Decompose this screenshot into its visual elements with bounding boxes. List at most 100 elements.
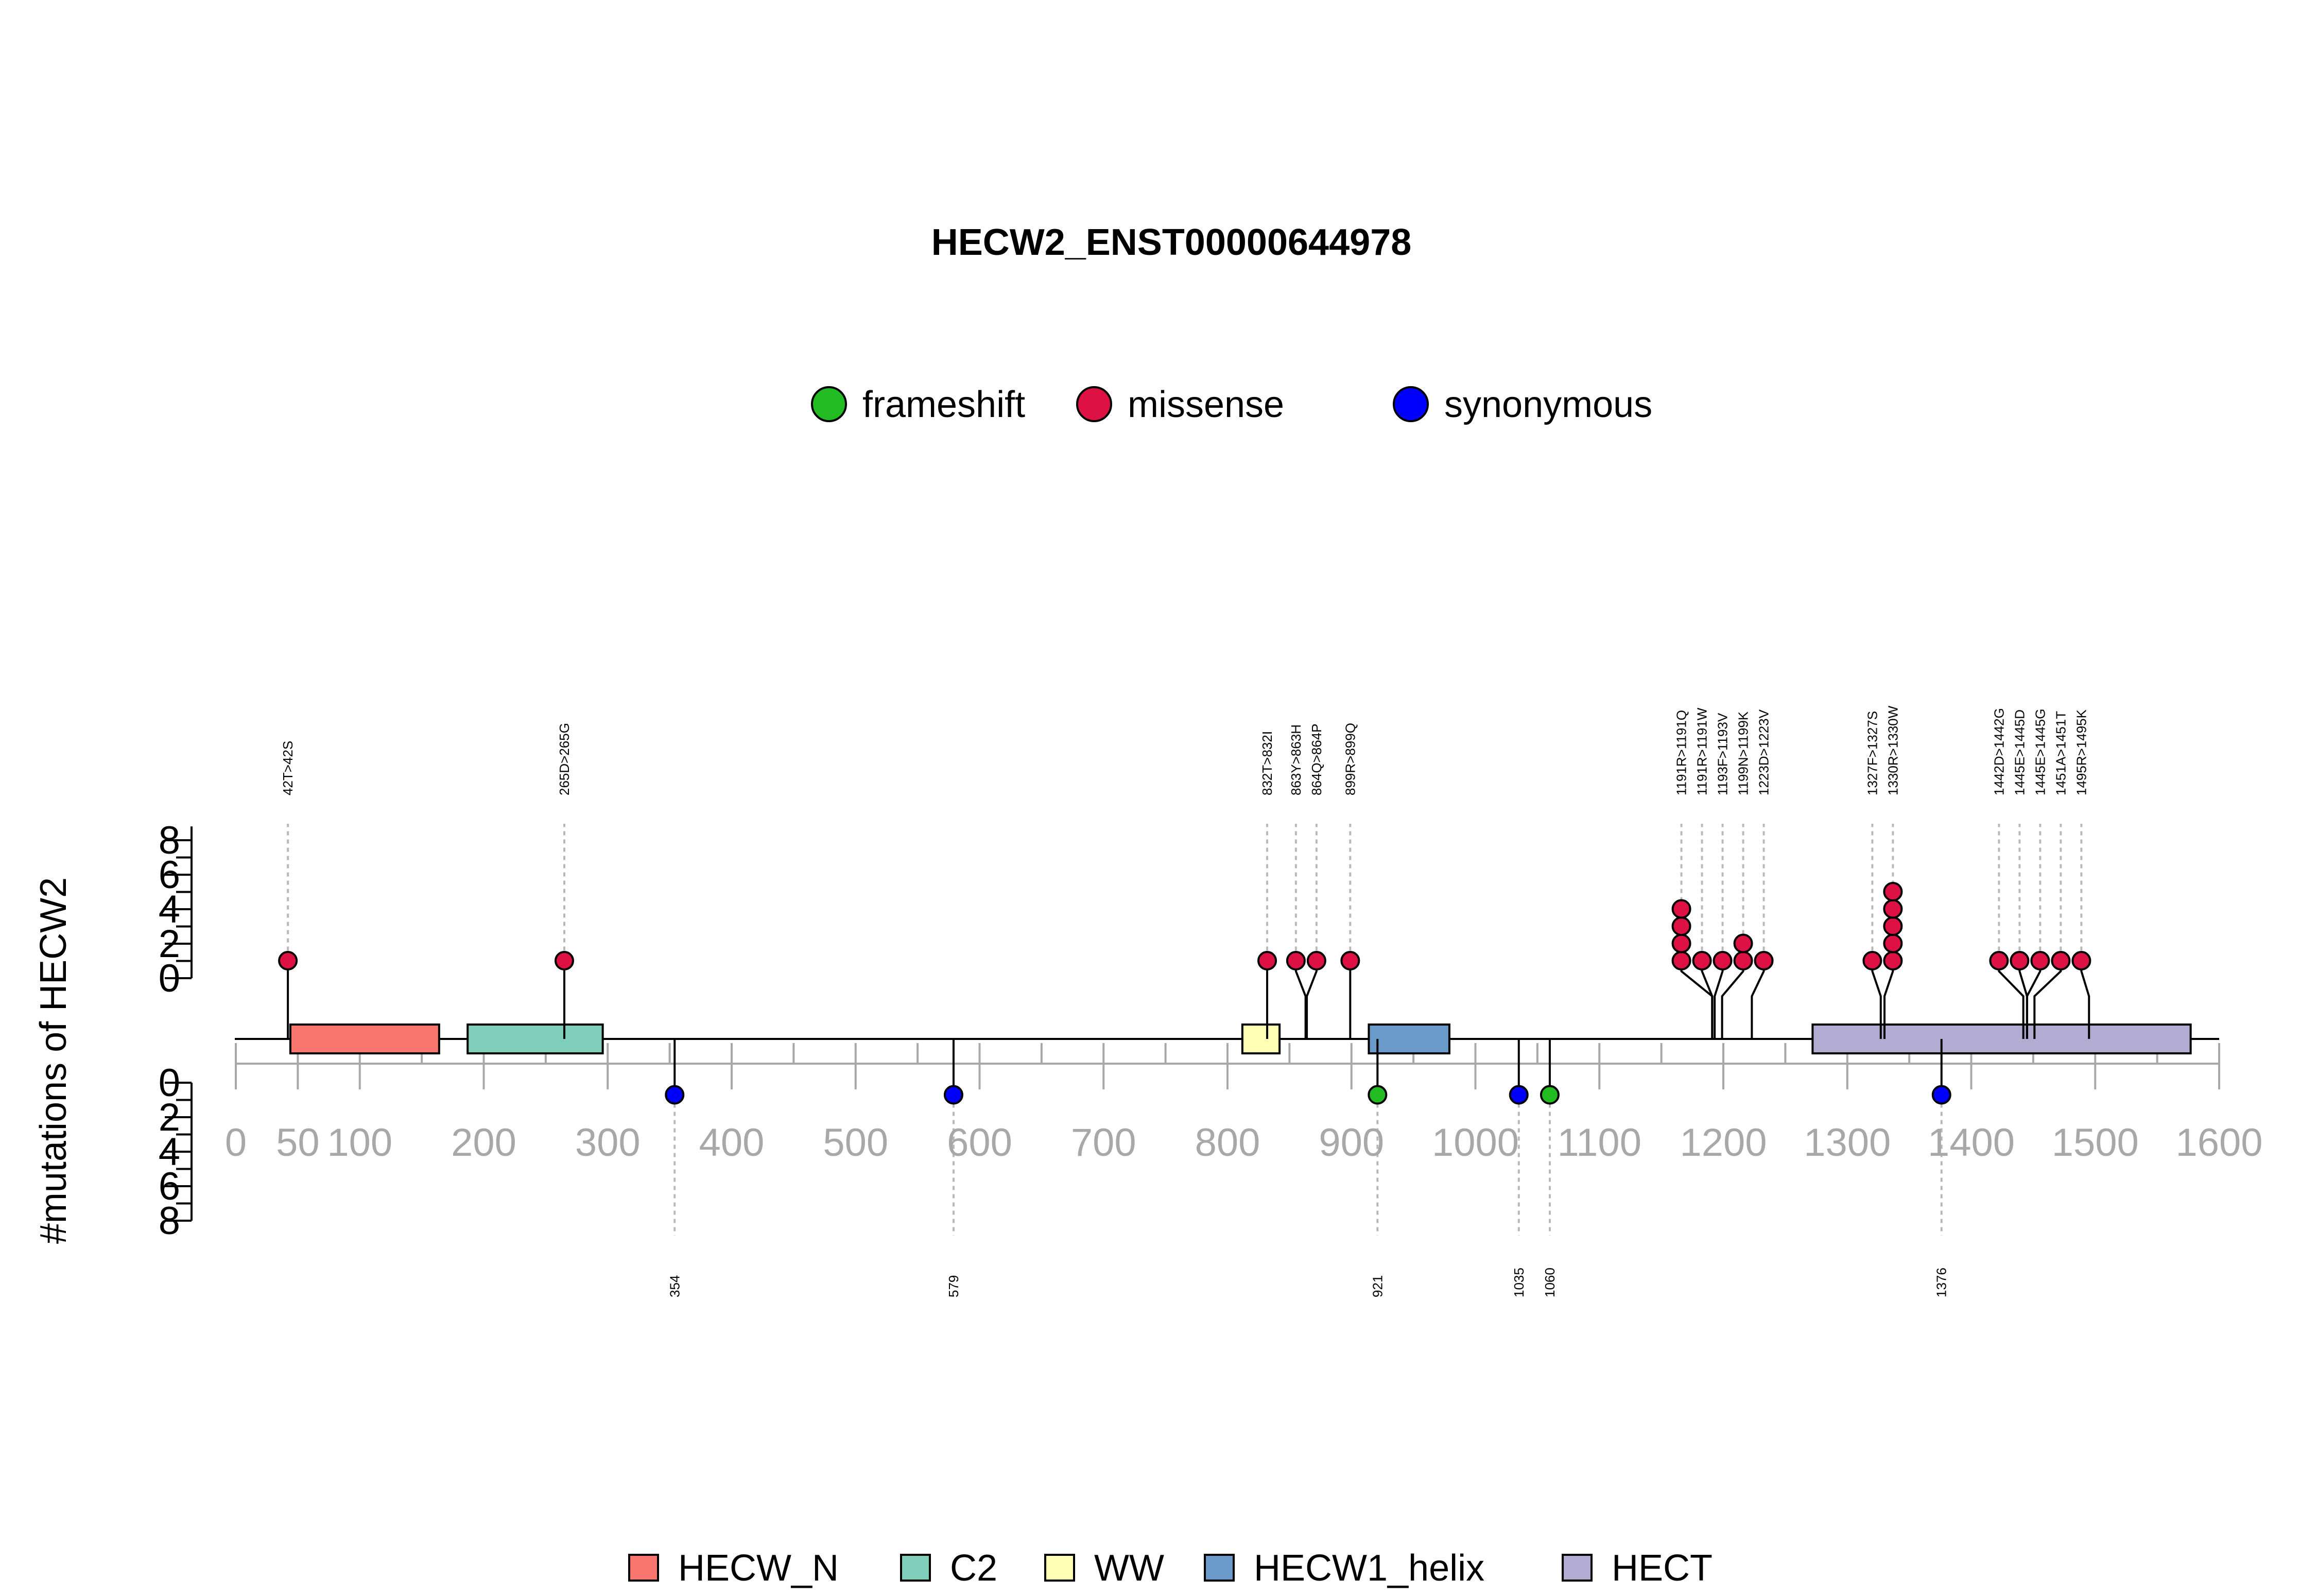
lollipop-head-missense xyxy=(2030,951,2050,970)
mutation-label: 1445E>1445G xyxy=(2032,709,2048,795)
y-upper-tick-label: 8 xyxy=(159,819,180,862)
domain-HECW_N xyxy=(289,1023,440,1054)
mutation-label: 1191R>1191W xyxy=(1694,707,1710,795)
mutation-labels: 42T>42S 265D>265G 832T>832I 863Y>863H 864Q>8… xyxy=(280,705,2089,1297)
position-label: 579 xyxy=(946,1275,961,1297)
domain-C2 xyxy=(466,1023,604,1054)
y-upper-tick-label: 0 xyxy=(159,957,180,1000)
lollipop-stem xyxy=(1306,961,1318,1039)
y-lower-tick-label: 2 xyxy=(159,1096,180,1139)
lollipop-head-missense xyxy=(1989,951,2009,970)
y-lower-tick-label: 6 xyxy=(159,1165,180,1208)
lollipop-head-missense xyxy=(1883,882,1903,901)
lollipop-head-missense xyxy=(1733,933,1753,953)
lollipop-head-missense xyxy=(1671,899,1691,919)
domain-legend-label-C2: C2 xyxy=(950,1548,997,1589)
lollipop-stem xyxy=(1701,961,1714,1039)
lollipop-head-missense xyxy=(1733,951,1753,970)
y-lower-tick-label: 4 xyxy=(159,1130,180,1174)
mutation-label: 1445E>1445D xyxy=(2012,709,2027,795)
mutation-label: 265D>265G xyxy=(557,723,572,795)
lollipop-head-missense xyxy=(2010,951,2030,970)
lollipop-head-missense xyxy=(1286,951,1306,970)
mutation-label: 1327F>1327S xyxy=(1864,711,1880,795)
mutation-label: 1191R>1191Q xyxy=(1674,710,1689,795)
mutation-label: 42T>42S xyxy=(280,741,296,795)
legend-marker-synonymous xyxy=(1393,386,1429,422)
x-tick-label: 200 xyxy=(451,1121,516,1165)
domain-legend-label-WW: WW xyxy=(1094,1548,1164,1589)
domain-legend-label-HECW_N: HECW_N xyxy=(678,1548,839,1589)
domain-boxes xyxy=(289,1023,2192,1054)
lollipop-head-missense xyxy=(1671,951,1691,970)
x-tick-label: 50 xyxy=(276,1121,320,1165)
lollipop-stem xyxy=(1721,961,1744,1039)
x-tick-label: 1000 xyxy=(1432,1121,1519,1165)
mutation-label: 1495R>1495K xyxy=(2073,709,2089,795)
lollipop-head-synonymous xyxy=(1931,1085,1951,1105)
lollipop-head-missense xyxy=(1883,933,1903,953)
domain-legend-swatch-WW xyxy=(1044,1554,1075,1582)
mutation-label: 1223D>1223V xyxy=(1756,709,1772,795)
lollipop-head-missense xyxy=(1883,951,1903,970)
x-tick-label: 700 xyxy=(1071,1121,1136,1165)
domain-legend-swatch-HECW_N xyxy=(628,1554,659,1582)
lollipop-head-missense xyxy=(1883,916,1903,936)
lollipop-head-missense xyxy=(2051,951,2071,970)
x-tick-label: 400 xyxy=(699,1121,765,1165)
x-tick-label: 300 xyxy=(575,1121,641,1165)
lollipop-head-missense xyxy=(1754,951,1774,970)
legend-label-missense: missense xyxy=(1128,384,1284,425)
x-tick-label: 0 xyxy=(225,1121,247,1165)
position-label: 1035 xyxy=(1511,1268,1527,1297)
y-lower-tick-label: 0 xyxy=(159,1061,180,1105)
lollipop-head-frameshift xyxy=(1540,1085,1560,1105)
lollipop-head-missense xyxy=(1883,899,1903,919)
mutation-type-legend: frameshift missense synonymous xyxy=(811,384,1652,425)
lollipop-head-synonymous xyxy=(943,1085,963,1105)
y-axis-label: #mutations of HECW2 xyxy=(33,877,74,1244)
lollipop-head-missense xyxy=(1257,951,1277,970)
x-tick-label: 600 xyxy=(947,1121,1012,1165)
lollipop-head-missense xyxy=(1671,933,1691,953)
domain-legend: HECW_N C2 WW HECW1_helix HECT xyxy=(628,1548,1713,1589)
domain-legend-label-HECT: HECT xyxy=(1612,1548,1713,1589)
mutation-label: 864Q>864P xyxy=(1309,723,1324,795)
domain-HECT xyxy=(1811,1023,2192,1054)
legend-marker-missense xyxy=(1076,386,1112,422)
y-lower-tick-label: 8 xyxy=(159,1199,180,1243)
lollipop-head-missense xyxy=(1340,951,1360,970)
lollipop-head-missense xyxy=(278,951,298,970)
lollipop-head-missense xyxy=(1713,951,1733,970)
lollipop-head-synonymous xyxy=(665,1085,685,1105)
label-guide-lines xyxy=(287,824,2083,1236)
x-tick-label: 1200 xyxy=(1680,1121,1767,1165)
position-axis: 0 50 100 200 300 400 500 600 700 800 900 1000 1100 12… xyxy=(225,1043,2263,1165)
lollipop-head-missense xyxy=(1862,951,1882,970)
domain-legend-swatch-C2 xyxy=(900,1554,931,1582)
domain-HECW1_helix xyxy=(1368,1023,1450,1054)
lollipop-head-frameshift xyxy=(1368,1085,1388,1105)
domain-WW xyxy=(1241,1023,1281,1054)
x-tick-label: 1600 xyxy=(2175,1121,2262,1165)
domain-legend-label-HECW1_helix: HECW1_helix xyxy=(1254,1548,1484,1589)
mutation-label: 1199N>1199K xyxy=(1736,711,1751,795)
y-upper-tick-label: 4 xyxy=(159,888,180,931)
lollipop-stem xyxy=(1680,961,1714,1039)
x-tick-label: 800 xyxy=(1195,1121,1260,1165)
mutation-label: 1451A>1451T xyxy=(2053,711,2068,795)
mutation-label: 1330R>1330W xyxy=(1885,705,1900,795)
position-label: 1060 xyxy=(1542,1268,1558,1297)
mutation-label: 899R>899Q xyxy=(1342,723,1358,795)
mutation-label: 863Y>863H xyxy=(1288,724,1304,795)
lollipop-head-missense xyxy=(2071,951,2091,970)
x-tick-label: 100 xyxy=(327,1121,392,1165)
x-tick-label: 1100 xyxy=(1558,1121,1641,1165)
mutation-label: 1193F>1193V xyxy=(1715,713,1731,795)
legend-label-frameshift: frameshift xyxy=(862,384,1025,425)
position-label: 1376 xyxy=(1934,1268,1949,1297)
legend-marker-frameshift xyxy=(811,386,847,422)
legend-label-synonymous: synonymous xyxy=(1444,384,1652,425)
